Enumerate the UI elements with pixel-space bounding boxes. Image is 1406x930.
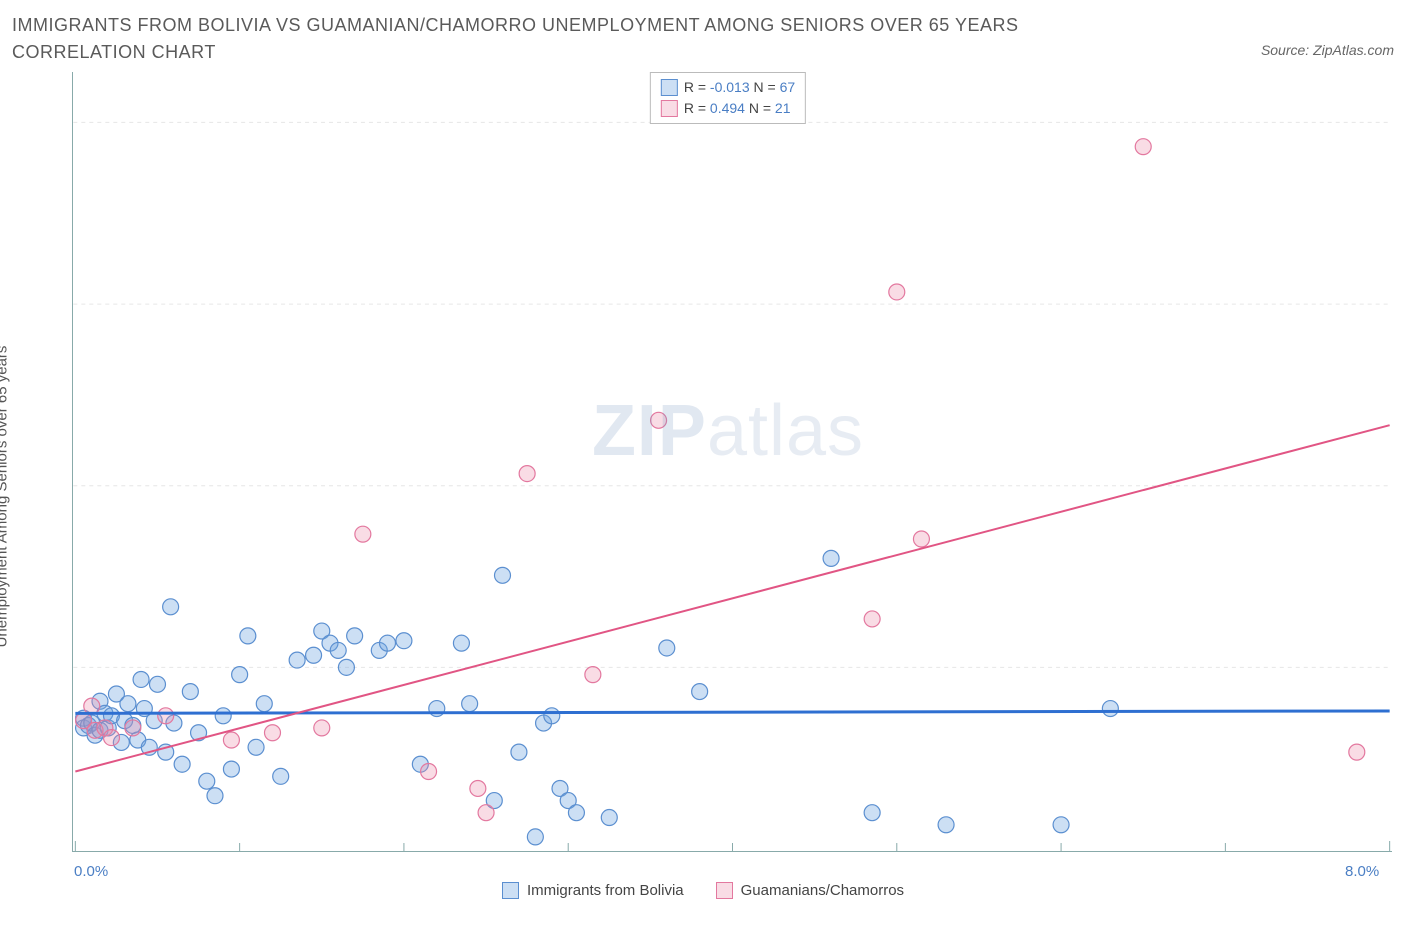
legend-swatch bbox=[716, 882, 733, 899]
legend-label: Guamanians/Chamorros bbox=[741, 882, 904, 899]
legend-bottom: Immigrants from Bolivia Guamanians/Chamor… bbox=[12, 882, 1394, 903]
source-label: Source: ZipAtlas.com bbox=[1261, 42, 1394, 58]
legend-swatch bbox=[502, 882, 519, 899]
x-tick-label: 8.0% bbox=[1345, 863, 1379, 880]
y-axis-label: Unemployment Among Seniors over 65 years bbox=[0, 345, 11, 647]
legend-swatch bbox=[661, 79, 678, 96]
legend-swatch bbox=[661, 100, 678, 117]
chart-title: IMMIGRANTS FROM BOLIVIA VS GUAMANIAN/CHA… bbox=[12, 12, 1112, 66]
legend-item: Guamanians/Chamorros bbox=[716, 882, 904, 899]
scatter-plot bbox=[72, 72, 1392, 852]
legend-stat-row: R = -0.013 N = 67 bbox=[661, 77, 795, 98]
legend-label: Immigrants from Bolivia bbox=[527, 882, 684, 899]
legend-stats-box: R = -0.013 N = 67R = 0.494 N = 21 bbox=[650, 72, 806, 124]
legend-item: Immigrants from Bolivia bbox=[502, 882, 684, 899]
legend-stat-row: R = 0.494 N = 21 bbox=[661, 98, 795, 119]
x-tick-label: 0.0% bbox=[74, 863, 108, 880]
